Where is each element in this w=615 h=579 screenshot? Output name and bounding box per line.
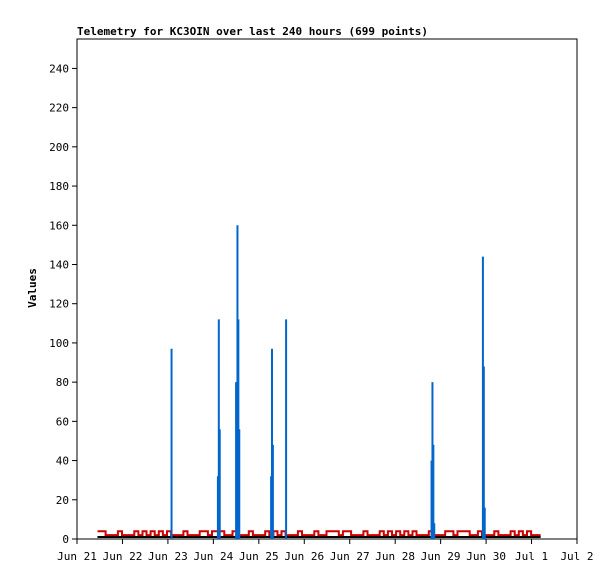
x-tick-label: Jun 23 <box>148 550 188 563</box>
x-tick-label: Jun 29 <box>421 550 461 563</box>
y-axis-label: Values <box>26 268 39 308</box>
x-tick-label: Jun 22 <box>103 550 143 563</box>
y-tick-label: 180 <box>49 180 69 193</box>
series-layer <box>97 225 541 539</box>
y-tick-label: 140 <box>49 258 69 271</box>
x-tick-label: Jun 26 <box>284 550 324 563</box>
y-tick-label: 220 <box>49 102 69 115</box>
y-tick-label: 120 <box>49 298 69 311</box>
x-tick-label: Jun 27 <box>330 550 370 563</box>
x-tick-label: Jun 21 <box>57 550 97 563</box>
plot-area <box>76 38 578 540</box>
x-axis: Jun 21 Jun 22 Jun 23 Jun 24 Jun 25 Jun 26 Jun … <box>57 539 594 563</box>
chart-title: Telemetry for KC3OIN over last 240 hours… <box>77 25 428 38</box>
y-tick-label: 0 <box>62 533 69 546</box>
x-tick-label: Jun 28 <box>375 550 415 563</box>
y-axis: 0 20 40 60 80 100 120 140 160 180 200 220 240 <box>49 62 77 546</box>
y-tick-label: 100 <box>49 337 69 350</box>
y-tick-label: 160 <box>49 219 69 232</box>
y-tick-label: 20 <box>56 494 69 507</box>
x-tick-label: Jun 30 <box>466 550 506 563</box>
y-tick-label: 80 <box>56 376 69 389</box>
y-tick-label: 240 <box>49 62 69 75</box>
x-tick-label: Jun 24 <box>193 550 233 563</box>
x-tick-label: Jul 2 <box>560 550 593 563</box>
series-red-line <box>97 530 541 537</box>
y-tick-label: 200 <box>49 141 69 154</box>
x-tick-label: Jul 1 <box>515 550 548 563</box>
x-tick-label: Jun 25 <box>239 550 279 563</box>
y-tick-label: 60 <box>56 415 69 428</box>
y-tick-label: 40 <box>56 455 69 468</box>
